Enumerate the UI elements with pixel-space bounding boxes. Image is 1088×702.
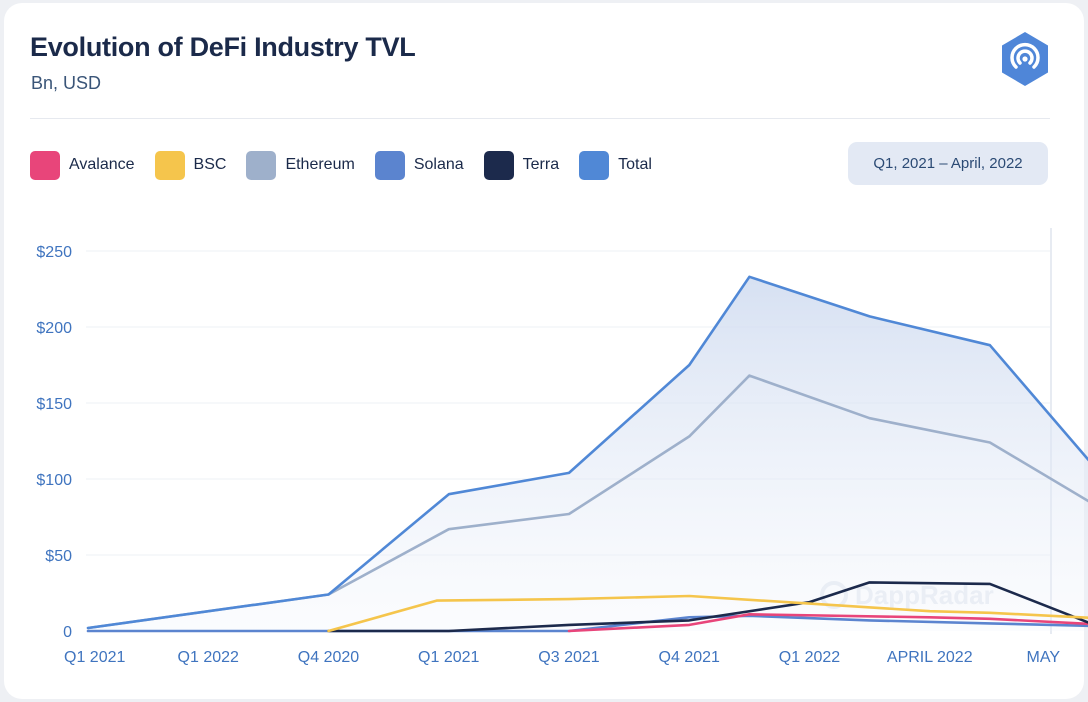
- x-tick-label: Q1 2021: [418, 649, 479, 666]
- x-tick-label: Q1 2021: [64, 649, 125, 666]
- x-tick-label: Q4 2021: [659, 649, 720, 666]
- series-line-terra: [327, 581, 1088, 633]
- y-tick-label: $200: [36, 320, 72, 337]
- x-tick-label: Q3 2021: [538, 649, 599, 666]
- legend-label: Avalance: [69, 156, 135, 173]
- legend-label: Solana: [413, 156, 464, 173]
- series-line-avalance: [567, 613, 1088, 633]
- y-tick-label: $50: [45, 548, 72, 565]
- legend-swatch: [483, 150, 514, 180]
- y-tick-label: $250: [36, 244, 72, 261]
- legend-item-total[interactable]: Total: [579, 150, 652, 180]
- legend-item-solana[interactable]: Solana: [374, 150, 464, 180]
- date-range-selector[interactable]: Q1, 2021 – April, 2022: [848, 142, 1048, 185]
- x-tick-label: Q4 2020: [298, 649, 359, 666]
- y-tick-label: 0: [63, 624, 72, 641]
- dappradar-logo-icon: [1002, 32, 1048, 86]
- legend-swatch: [374, 150, 405, 180]
- chart-title: Evolution of DeFi Industry TVL: [30, 32, 416, 62]
- y-tick-label: $100: [36, 472, 72, 489]
- x-tick-label: MAY: [1027, 649, 1061, 666]
- legend-item-ethereum[interactable]: Ethereum: [246, 150, 355, 180]
- legend-swatch: [579, 150, 610, 180]
- legend-item-bsc[interactable]: BSC: [154, 150, 227, 180]
- series-line-bsc: [327, 594, 1088, 633]
- y-tick-label: $150: [36, 396, 72, 413]
- series-area-total: [88, 276, 1088, 631]
- series-line-ethereum: [86, 374, 1088, 630]
- header-divider: [30, 118, 1050, 119]
- legend-label: BSC: [193, 156, 227, 173]
- x-tick-label: APRIL 2022: [887, 649, 973, 666]
- legend-item-avalance[interactable]: Avalance: [30, 150, 135, 180]
- x-tick-label: Q1 2022: [779, 649, 840, 666]
- chart-legend: Avalance BSC Ethereum Solana Terra Total: [30, 150, 672, 180]
- chart-subtitle: Bn, USD: [31, 73, 102, 93]
- series-line-total: [86, 275, 1088, 630]
- x-tick-label: Q1 2022: [178, 649, 239, 666]
- legend-label: Terra: [522, 156, 560, 173]
- legend-label: Total: [618, 156, 652, 173]
- legend-item-terra[interactable]: Terra: [483, 150, 560, 180]
- legend-swatch: [30, 150, 60, 180]
- legend-label: Ethereum: [285, 156, 355, 173]
- legend-swatch: [154, 150, 185, 180]
- date-range-label: Q1, 2021 – April, 2022: [873, 155, 1023, 172]
- legend-swatch: [246, 150, 277, 180]
